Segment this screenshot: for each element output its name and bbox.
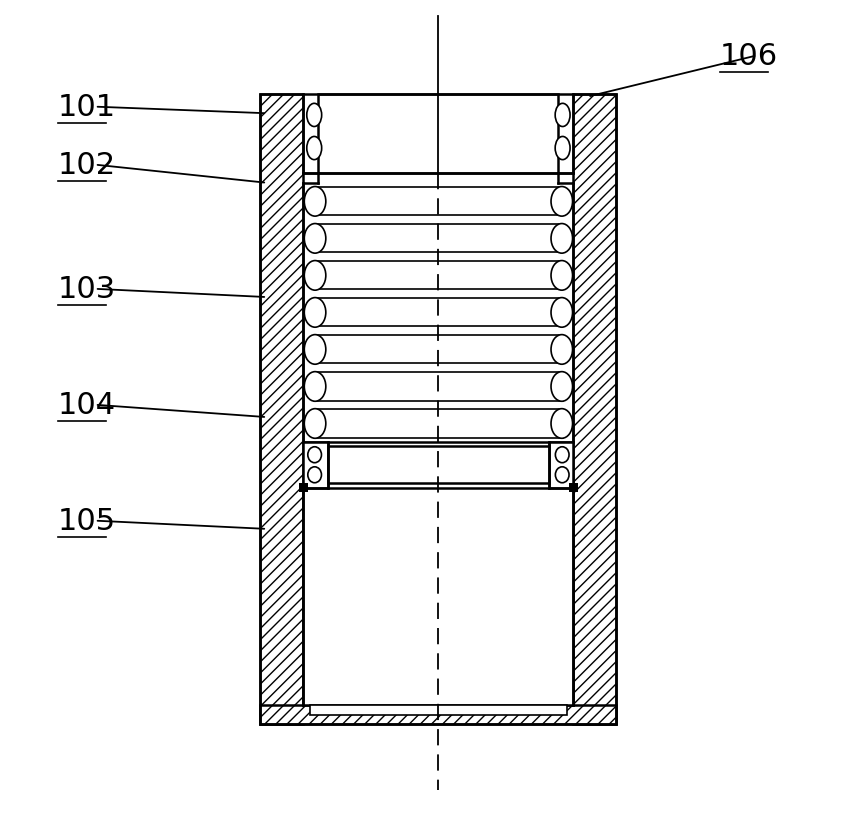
- Ellipse shape: [304, 187, 325, 217]
- Bar: [569, 484, 578, 493]
- Bar: [303, 488, 573, 705]
- Bar: [261, 95, 303, 724]
- Ellipse shape: [556, 467, 569, 483]
- Ellipse shape: [556, 104, 570, 127]
- Ellipse shape: [304, 372, 325, 402]
- Bar: [549, 442, 573, 488]
- Bar: [299, 484, 308, 493]
- Bar: [310, 705, 567, 715]
- Bar: [261, 95, 617, 724]
- Ellipse shape: [556, 137, 570, 160]
- Ellipse shape: [551, 261, 573, 291]
- Ellipse shape: [304, 409, 325, 439]
- Bar: [261, 705, 617, 724]
- Bar: [303, 442, 328, 488]
- Ellipse shape: [551, 187, 573, 217]
- Text: 103: 103: [58, 275, 116, 304]
- Ellipse shape: [308, 447, 321, 463]
- Bar: [303, 95, 573, 705]
- Bar: [328, 447, 549, 484]
- Text: 104: 104: [58, 390, 116, 420]
- Ellipse shape: [551, 372, 573, 402]
- Ellipse shape: [307, 104, 322, 127]
- Ellipse shape: [551, 299, 573, 327]
- Bar: [573, 95, 617, 724]
- Ellipse shape: [307, 137, 322, 160]
- Ellipse shape: [556, 447, 569, 463]
- Ellipse shape: [551, 409, 573, 439]
- Ellipse shape: [304, 224, 325, 254]
- Ellipse shape: [304, 335, 325, 365]
- Ellipse shape: [551, 224, 573, 254]
- Ellipse shape: [308, 467, 321, 483]
- Text: 101: 101: [58, 93, 116, 122]
- Bar: [319, 95, 558, 174]
- Text: 102: 102: [58, 151, 116, 180]
- Text: 105: 105: [58, 506, 116, 536]
- Ellipse shape: [551, 335, 573, 365]
- Ellipse shape: [304, 261, 325, 291]
- Ellipse shape: [304, 299, 325, 327]
- Text: 106: 106: [720, 41, 778, 71]
